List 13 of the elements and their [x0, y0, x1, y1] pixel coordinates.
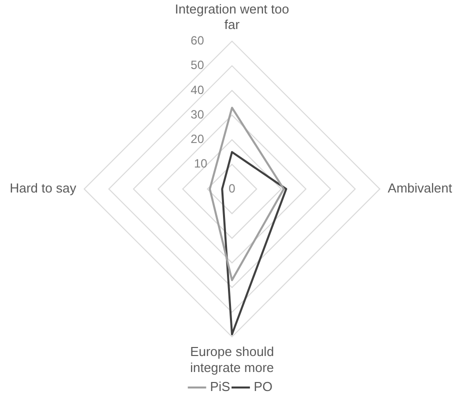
y-tick-label: 40 — [190, 82, 204, 97]
spoke-label: Hard to say — [10, 180, 77, 196]
legend-label: PiS — [210, 379, 231, 394]
y-tick-label: 20 — [190, 132, 204, 146]
legend-label: PO — [254, 379, 273, 394]
spoke-label: Ambivalent — [388, 180, 452, 196]
y-tick-label: 30 — [190, 107, 204, 122]
y-tick-label: 60 — [190, 34, 204, 48]
y-tick-label: 50 — [190, 58, 204, 72]
spoke-label: Europe should integrate more — [190, 344, 274, 375]
spoke-label: Integration went too far — [174, 1, 290, 32]
y-tick-label: 0 — [228, 181, 236, 196]
y-tick-label: 10 — [194, 156, 208, 171]
